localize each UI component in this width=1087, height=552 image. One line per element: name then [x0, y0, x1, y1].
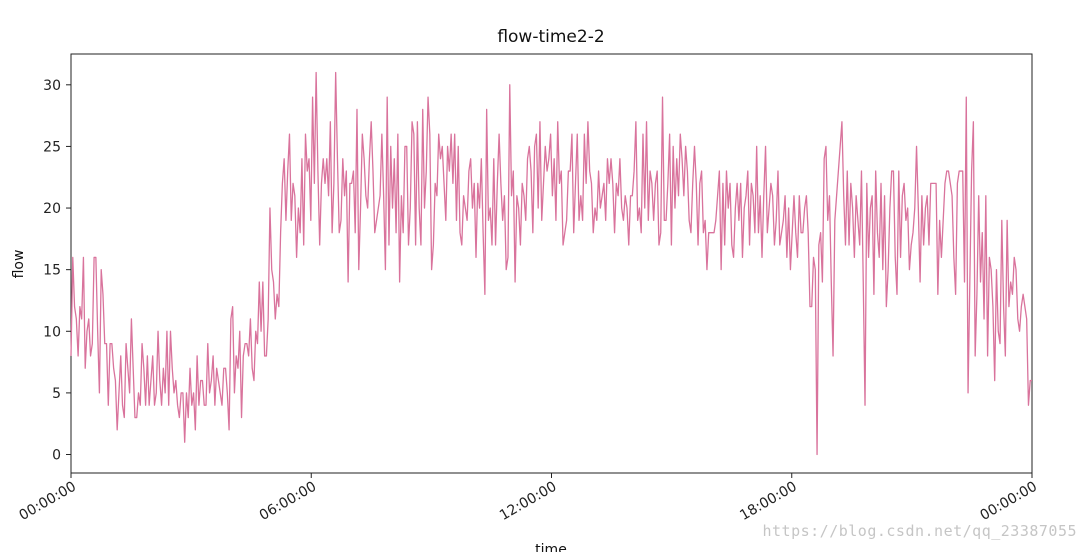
x-tick-label: 12:00:00 — [497, 479, 559, 524]
x-tick-label: 06:00:00 — [257, 479, 319, 524]
y-axis: 0 5 10 15 20 25 30 — [43, 78, 71, 464]
x-axis-label: time — [535, 542, 567, 552]
y-tick-label: 10 — [43, 324, 61, 340]
x-axis: 00:00:00 06:00:00 12:00:00 18:00:00 00:00:00 — [17, 473, 1040, 524]
y-axis-label: flow — [11, 250, 27, 279]
y-tick-label: 20 — [43, 201, 61, 217]
x-tick-label: 00:00:00 — [978, 479, 1040, 524]
x-tick-label: 18:00:00 — [737, 479, 799, 524]
chart-title: flow-time2-2 — [497, 27, 604, 47]
y-tick-label: 15 — [43, 263, 61, 279]
y-tick-label: 5 — [52, 386, 61, 402]
y-tick-label: 0 — [52, 448, 61, 464]
y-tick-label: 25 — [43, 139, 61, 155]
watermark-text: https://blog.csdn.net/qq_23387055 — [762, 522, 1077, 540]
x-tick-label: 00:00:00 — [17, 479, 79, 524]
series-line — [70, 71, 1032, 456]
series-line-layer — [70, 71, 1032, 456]
y-tick-label: 30 — [43, 78, 61, 94]
